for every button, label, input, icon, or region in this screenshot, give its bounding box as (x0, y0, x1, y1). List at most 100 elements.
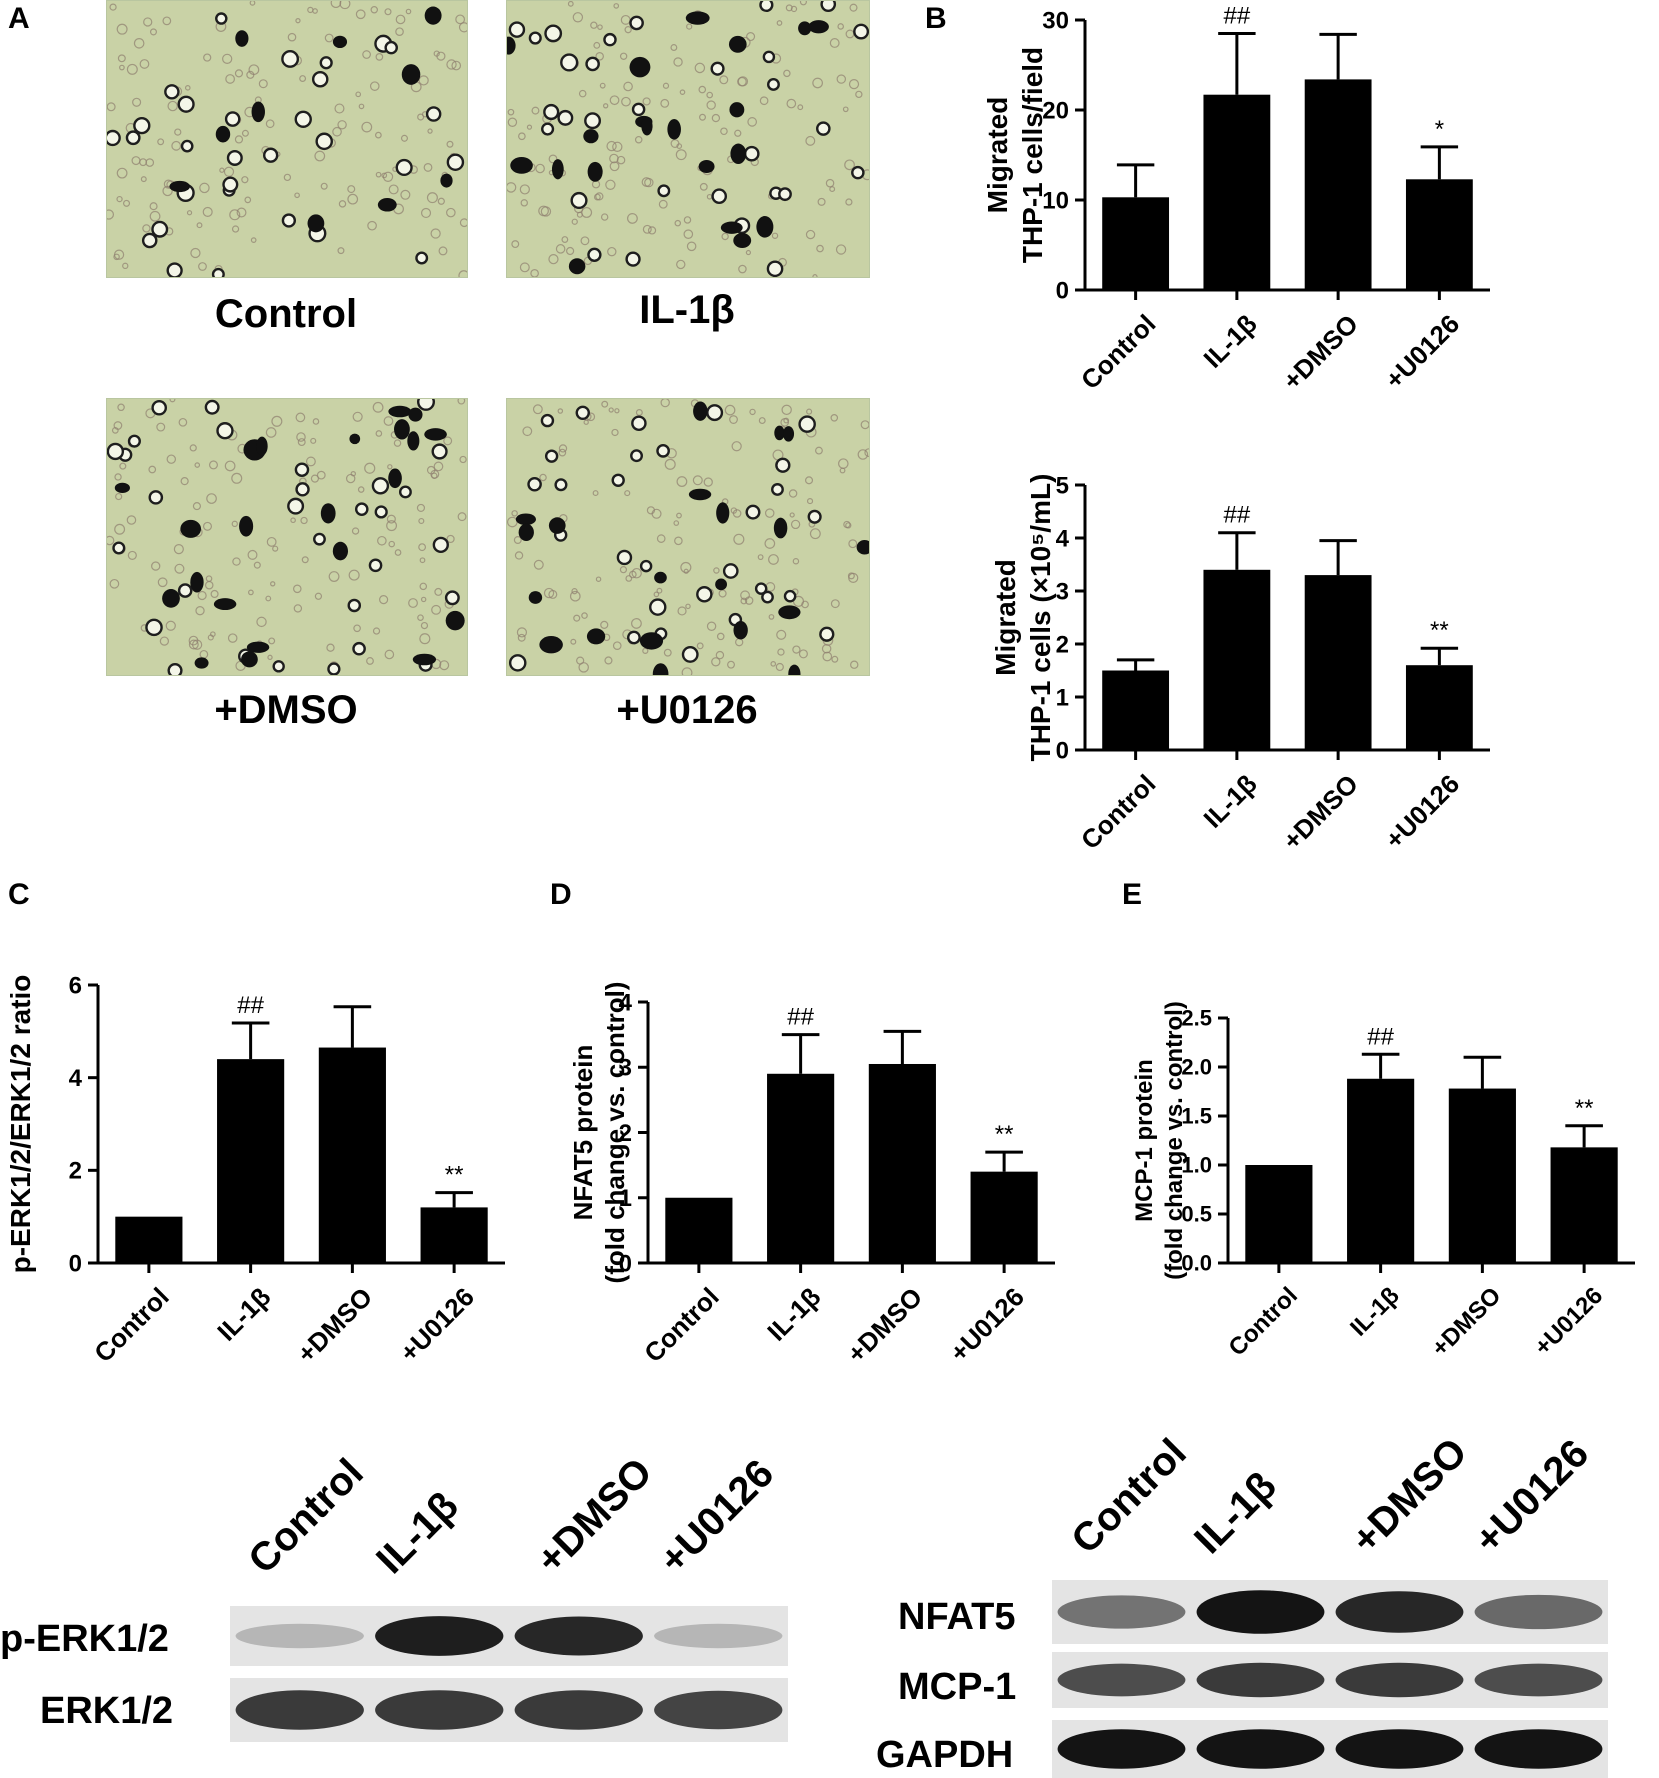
pore-dot (513, 536, 522, 545)
pore-dot (234, 135, 244, 144)
x-tick-label: IL-1β (761, 1282, 826, 1347)
pore-dot (557, 408, 564, 414)
pore-dot (169, 399, 176, 403)
pore-dot (408, 598, 418, 608)
pore-dot (122, 199, 131, 207)
pore-dot (681, 667, 693, 675)
pore-dot (310, 474, 320, 483)
pore-dot (731, 441, 742, 452)
pore-dot (673, 520, 680, 526)
cell-ring (211, 267, 225, 277)
pore-dot (812, 274, 818, 277)
cell-ring (639, 559, 653, 573)
bar (1102, 197, 1170, 290)
pore-dot (663, 648, 672, 657)
cell-ring (706, 404, 724, 422)
cell-ring (398, 485, 412, 499)
pore-dot (664, 458, 676, 470)
pore-dot (621, 96, 631, 107)
pore-dot (426, 192, 438, 204)
pore-dot (265, 595, 272, 602)
pore-dot (443, 436, 453, 446)
pore-dot (207, 634, 214, 641)
micrograph-label-dmso: +DMSO (214, 688, 358, 732)
pore-dot (653, 591, 660, 598)
pore-dot (825, 178, 835, 188)
pore-dot (864, 448, 869, 457)
pore-dot (162, 16, 172, 26)
blot-band (514, 1616, 643, 1656)
pore-dot (855, 90, 863, 99)
pore-dot (107, 535, 115, 546)
migrated-cell (515, 513, 536, 526)
cell-ring (508, 654, 527, 672)
migrated-cell (629, 56, 651, 78)
cell-ring (819, 626, 835, 642)
pore-dot (590, 21, 598, 29)
pore-dot (838, 458, 849, 469)
pore-dot (151, 561, 161, 571)
pore-dot (519, 262, 530, 273)
pore-dot (114, 523, 126, 535)
blot-band (235, 1623, 364, 1649)
pore-dot (171, 140, 182, 151)
pore-dot (514, 551, 524, 560)
pore-dot (703, 477, 713, 487)
migrated-cell (190, 571, 204, 593)
pore-dot (208, 460, 218, 470)
migrated-cell (730, 143, 747, 164)
x-tick-label: +U0126 (1379, 309, 1465, 395)
pore-dot (592, 490, 599, 497)
migrated-cell (194, 657, 209, 669)
pore-dot (253, 561, 261, 569)
migrated-cell (568, 258, 586, 275)
pore-dot (248, 589, 254, 596)
pore-dot (127, 550, 137, 560)
bar (970, 1171, 1038, 1263)
migrated-cell (587, 161, 603, 182)
migrated-cell (412, 653, 437, 666)
cell-ring (711, 188, 728, 205)
pore-dot (789, 512, 795, 518)
migrated-cell (782, 426, 795, 442)
blot-right-lane-dmso: +DMSO (1343, 1429, 1476, 1563)
pore-dot (532, 404, 543, 415)
pore-dot (355, 91, 362, 98)
pore-dot (595, 192, 604, 201)
cell-ring (151, 220, 169, 238)
pore-dot (427, 128, 433, 134)
bar (420, 1207, 488, 1263)
y-tick-label: 4 (1056, 525, 1070, 552)
pore-dot (388, 540, 395, 548)
pore-dot (439, 660, 450, 671)
pore-dot (416, 503, 426, 512)
pore-dot (184, 85, 191, 91)
pore-dot (190, 247, 201, 259)
bar (1347, 1078, 1415, 1263)
pore-dot (790, 519, 801, 530)
pore-dot (676, 259, 686, 270)
pore-dot (635, 409, 643, 416)
cell-ring (544, 449, 559, 463)
pore-dot (393, 439, 402, 447)
cell-ring (767, 77, 780, 91)
migrated-cell (798, 21, 812, 36)
blot-right-lane-control: Control (1063, 1430, 1195, 1563)
pore-dot (642, 97, 651, 106)
pore-dot (792, 558, 800, 565)
migrated-cell (388, 468, 402, 489)
pore-dot (375, 53, 384, 61)
blot-strip-nfat5 (1052, 1580, 1608, 1644)
pore-dot (328, 571, 340, 582)
pore-dot (271, 415, 283, 427)
x-tick-label: +DMSO (1427, 1282, 1507, 1362)
pore-dot (417, 614, 424, 622)
pore-dot (809, 528, 821, 540)
pore-dot (337, 120, 347, 130)
pore-dot (400, 189, 411, 200)
micrograph-dmso (106, 398, 468, 676)
migrated-cell (162, 589, 180, 608)
bar (868, 1063, 936, 1263)
pore-dot (656, 534, 666, 543)
pore-dot (386, 520, 398, 532)
